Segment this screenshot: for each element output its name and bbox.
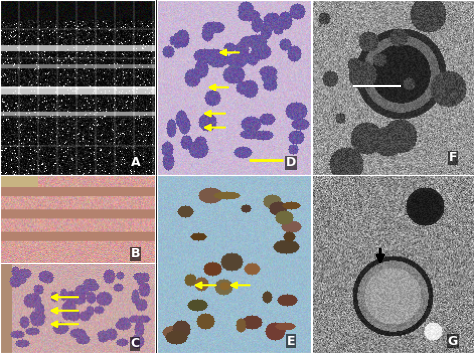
Text: F: F bbox=[449, 151, 457, 164]
Text: C: C bbox=[131, 337, 140, 350]
Text: E: E bbox=[287, 335, 295, 348]
Text: D: D bbox=[286, 156, 296, 169]
Text: A: A bbox=[130, 156, 140, 169]
Text: G: G bbox=[448, 335, 458, 348]
Text: B: B bbox=[130, 247, 140, 261]
